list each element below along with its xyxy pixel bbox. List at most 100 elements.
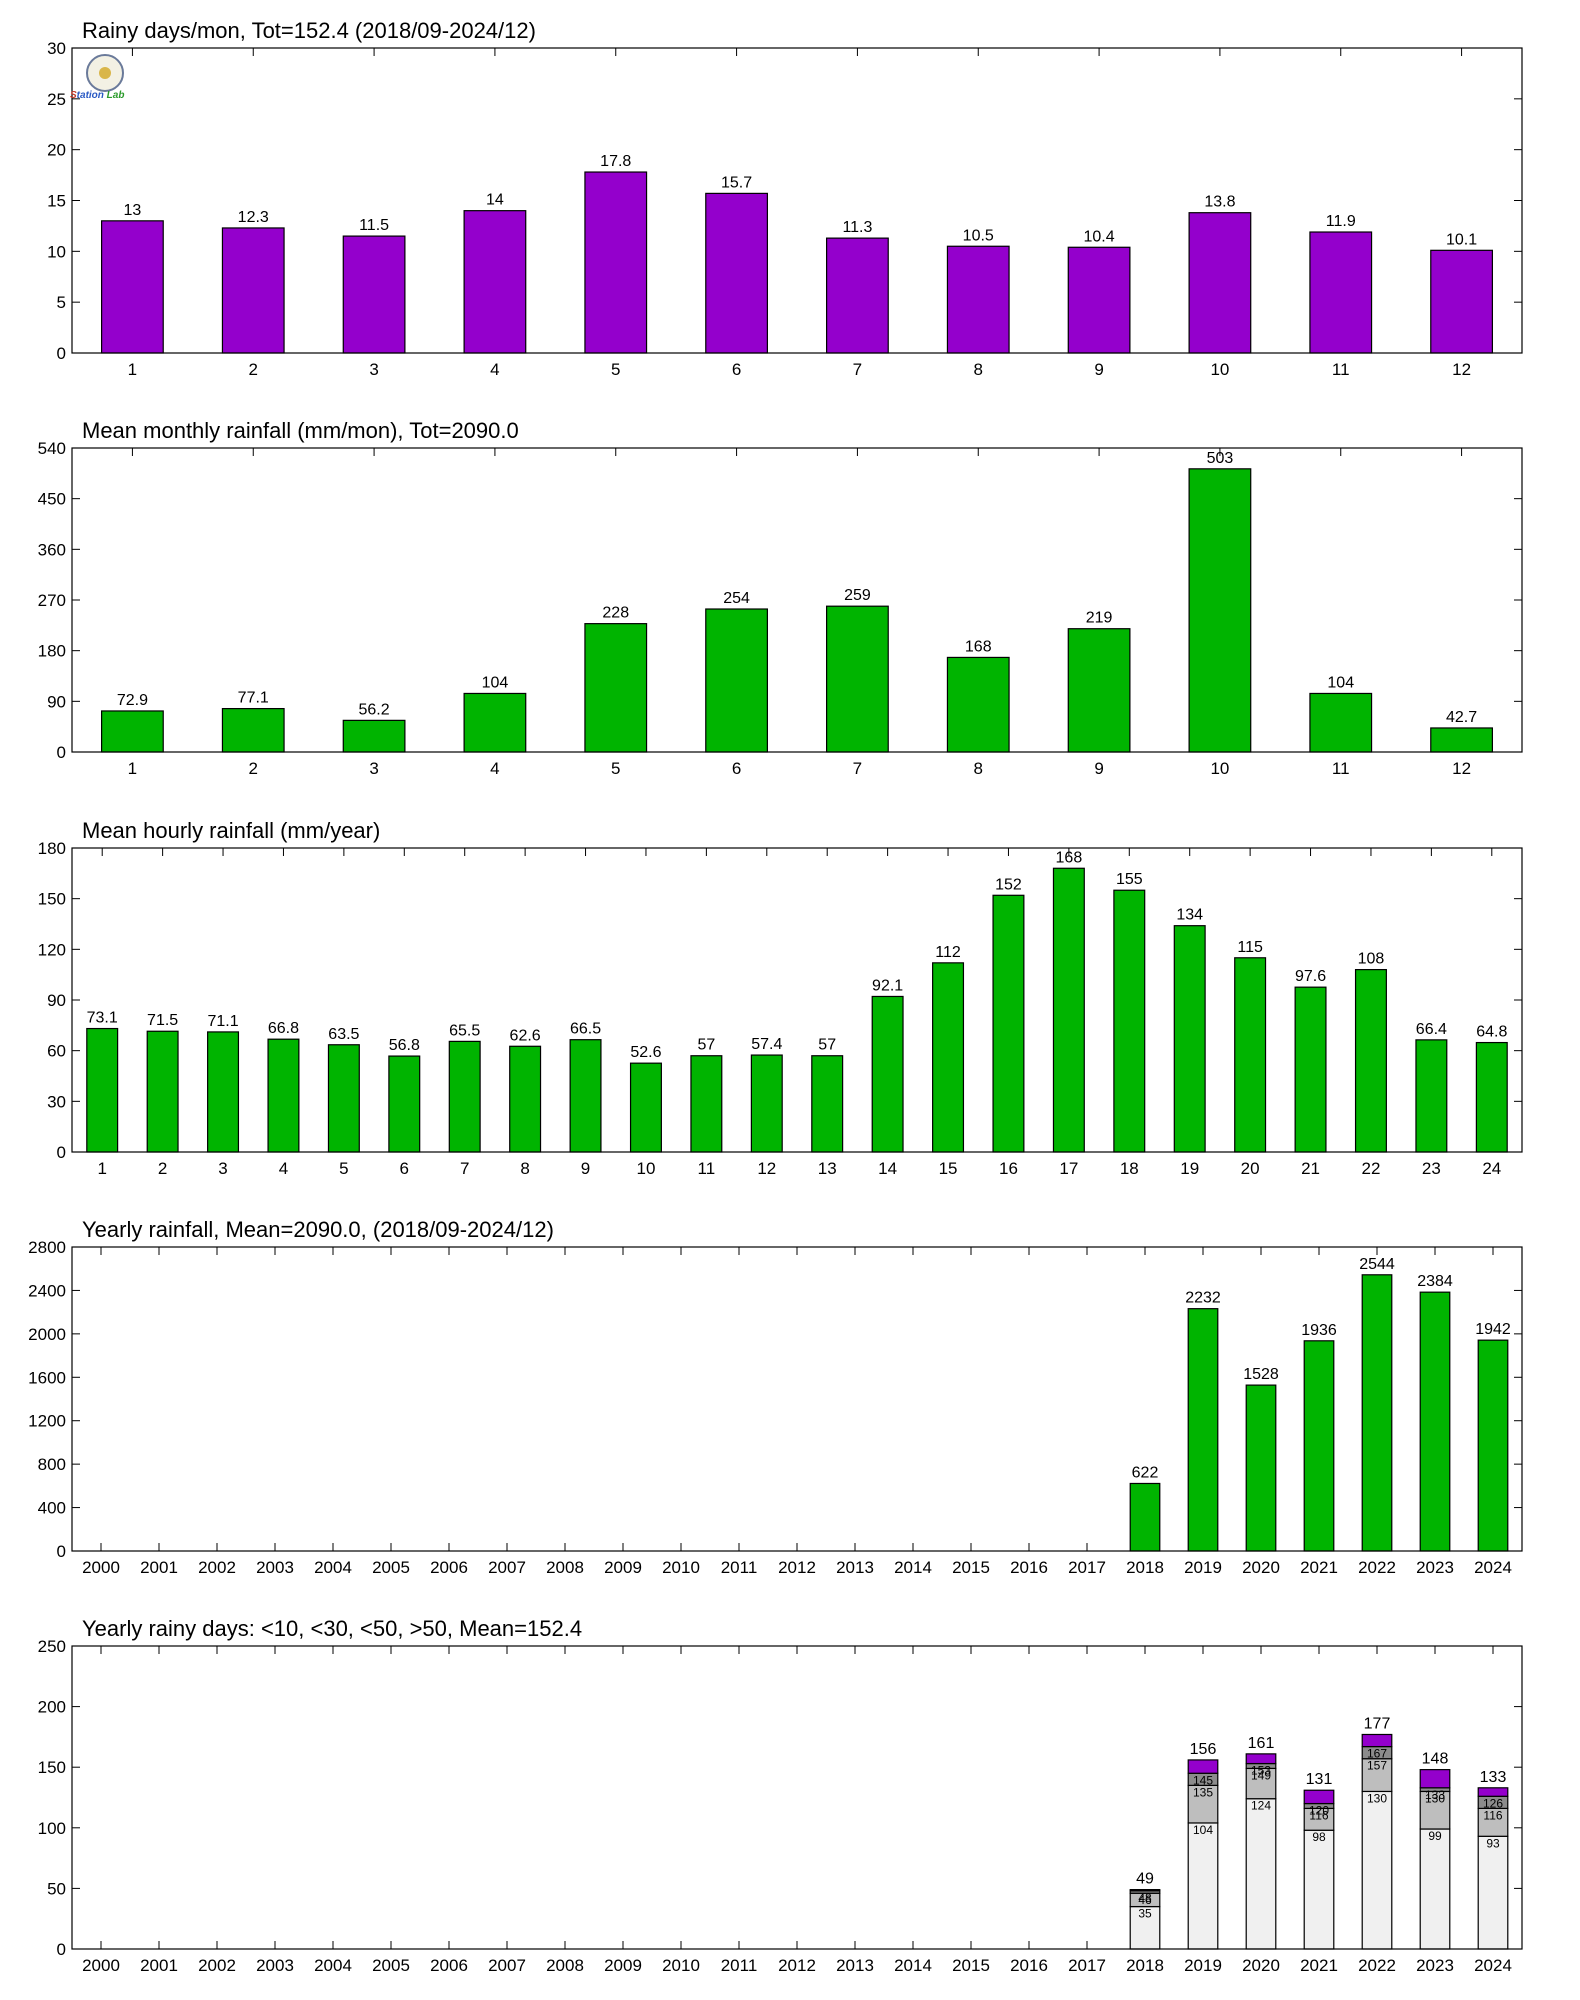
x-tick-label: 2020 <box>1242 1558 1280 1577</box>
x-tick-label: 3 <box>369 759 378 778</box>
bar <box>342 235 406 354</box>
x-tick-label: 2010 <box>662 1558 700 1577</box>
stacked-segment <box>1419 1790 1451 1830</box>
x-tick-label: 5 <box>611 759 620 778</box>
bar <box>1430 727 1493 753</box>
x-tick-label: 13 <box>818 1159 837 1178</box>
y-tick-label: 90 <box>47 991 66 1010</box>
y-tick-label: 1600 <box>28 1368 66 1387</box>
y-tick-label: 0 <box>57 743 66 762</box>
x-tick-label: 6 <box>732 759 741 778</box>
y-tick-label: 60 <box>47 1042 66 1061</box>
stacked-segment <box>1187 1822 1219 1950</box>
x-tick-label: 2 <box>249 360 258 379</box>
bar-value-label: 104 <box>1327 674 1354 691</box>
bar <box>1415 1039 1448 1153</box>
bar-value-label: 92.1 <box>872 977 903 994</box>
bar-value-label: 115 <box>1237 939 1263 956</box>
bar <box>1067 246 1131 354</box>
segment-label: 46 <box>1138 1893 1152 1907</box>
y-tick-label: 5 <box>57 293 66 312</box>
y-tick-label: 180 <box>38 839 66 858</box>
x-tick-label: 12 <box>757 1159 776 1178</box>
x-tick-label: 2014 <box>894 1558 932 1577</box>
bar-value-label: 13 <box>124 202 142 219</box>
chart-title: Yearly rainfall, Mean=2090.0, (2018/09-2… <box>82 1217 554 1242</box>
bar-value-label: 1942 <box>1475 1321 1511 1338</box>
bar-value-label: 17.8 <box>600 153 631 170</box>
x-tick-label: 2018 <box>1126 1558 1164 1577</box>
x-tick-label: 7 <box>853 759 862 778</box>
bar-value-label: 155 <box>1116 871 1143 888</box>
x-tick-label: 11 <box>1332 360 1350 379</box>
x-tick-label: 9 <box>581 1159 590 1178</box>
bar <box>1309 692 1373 753</box>
bar-value-label: 52.6 <box>630 1044 661 1061</box>
bar <box>1052 867 1085 1153</box>
y-tick-label: 270 <box>38 591 66 610</box>
x-tick-label: 2004 <box>314 1558 352 1577</box>
x-tick-label: 17 <box>1059 1159 1078 1178</box>
x-tick-label: 2024 <box>1474 1558 1512 1577</box>
plot-frame <box>71 447 1523 753</box>
x-tick-label: 2021 <box>1300 1558 1338 1577</box>
x-tick-label: 2016 <box>1010 1558 1048 1577</box>
y-tick-label: 120 <box>38 940 66 959</box>
x-tick-label: 9 <box>1094 360 1103 379</box>
bar <box>705 192 768 354</box>
segment-label: 167 <box>1367 1747 1387 1761</box>
bar-value-label: 10.4 <box>1084 228 1115 245</box>
bar <box>1475 1041 1508 1153</box>
x-tick-label: 2007 <box>488 1558 526 1577</box>
y-tick-label: 100 <box>38 1819 66 1838</box>
segment-label: 135 <box>1193 1785 1213 1799</box>
bar-value-label: 62.6 <box>510 1027 541 1044</box>
bar-value-label: 152 <box>995 876 1022 893</box>
x-tick-label: 2019 <box>1184 1956 1222 1975</box>
stacked-segment <box>1361 1790 1393 1950</box>
segment-label: 120 <box>1309 1804 1329 1818</box>
x-tick-label: 16 <box>999 1159 1018 1178</box>
bar-value-label: 57 <box>697 1037 715 1054</box>
segment-label: 153 <box>1251 1764 1271 1778</box>
x-tick-label: 14 <box>878 1159 897 1178</box>
x-tick-label: 2020 <box>1242 1956 1280 1975</box>
x-tick-label: 2002 <box>198 1956 236 1975</box>
bar <box>1303 1340 1335 1552</box>
logo-text: Station Lab <box>70 90 125 101</box>
x-tick-label: 2008 <box>546 1956 584 1975</box>
bar <box>1129 1482 1161 1552</box>
segment-label: 104 <box>1193 1823 1213 1837</box>
bar <box>811 1055 844 1153</box>
bar-value-label: 254 <box>723 590 750 607</box>
y-tick-label: 2000 <box>28 1325 66 1344</box>
bar-value-label: 2232 <box>1185 1290 1221 1307</box>
chart-panel-4: Yearly rainfall, Mean=2090.0, (2018/09-2… <box>28 1217 1523 1577</box>
bar <box>342 719 406 753</box>
bar-value-label: 11.5 <box>359 217 389 234</box>
x-tick-label: 2011 <box>721 1956 758 1975</box>
x-tick-label: 2004 <box>314 1956 352 1975</box>
x-tick-label: 11 <box>698 1159 716 1178</box>
stacked-segment <box>1303 1789 1335 1805</box>
bar <box>750 1054 783 1153</box>
x-tick-label: 1 <box>128 360 137 379</box>
x-tick-label: 6 <box>732 360 741 379</box>
bar-value-label: 64.8 <box>1476 1024 1507 1041</box>
bar-value-label: 56.2 <box>359 701 390 718</box>
bar-value-label: 112 <box>935 944 961 961</box>
bar-value-label: 72.9 <box>117 692 148 709</box>
x-tick-label: 15 <box>939 1159 958 1178</box>
y-tick-label: 2800 <box>28 1238 66 1257</box>
y-tick-label: 150 <box>38 890 66 909</box>
bar-value-label: 56.8 <box>389 1037 420 1054</box>
bar <box>584 171 648 354</box>
bar-value-label: 14 <box>486 192 504 209</box>
bar <box>101 710 164 753</box>
bar <box>826 605 889 753</box>
plot-frame <box>71 47 1523 354</box>
x-tick-label: 23 <box>1422 1159 1441 1178</box>
y-tick-label: 800 <box>38 1455 66 1474</box>
x-tick-label: 2006 <box>430 1558 468 1577</box>
